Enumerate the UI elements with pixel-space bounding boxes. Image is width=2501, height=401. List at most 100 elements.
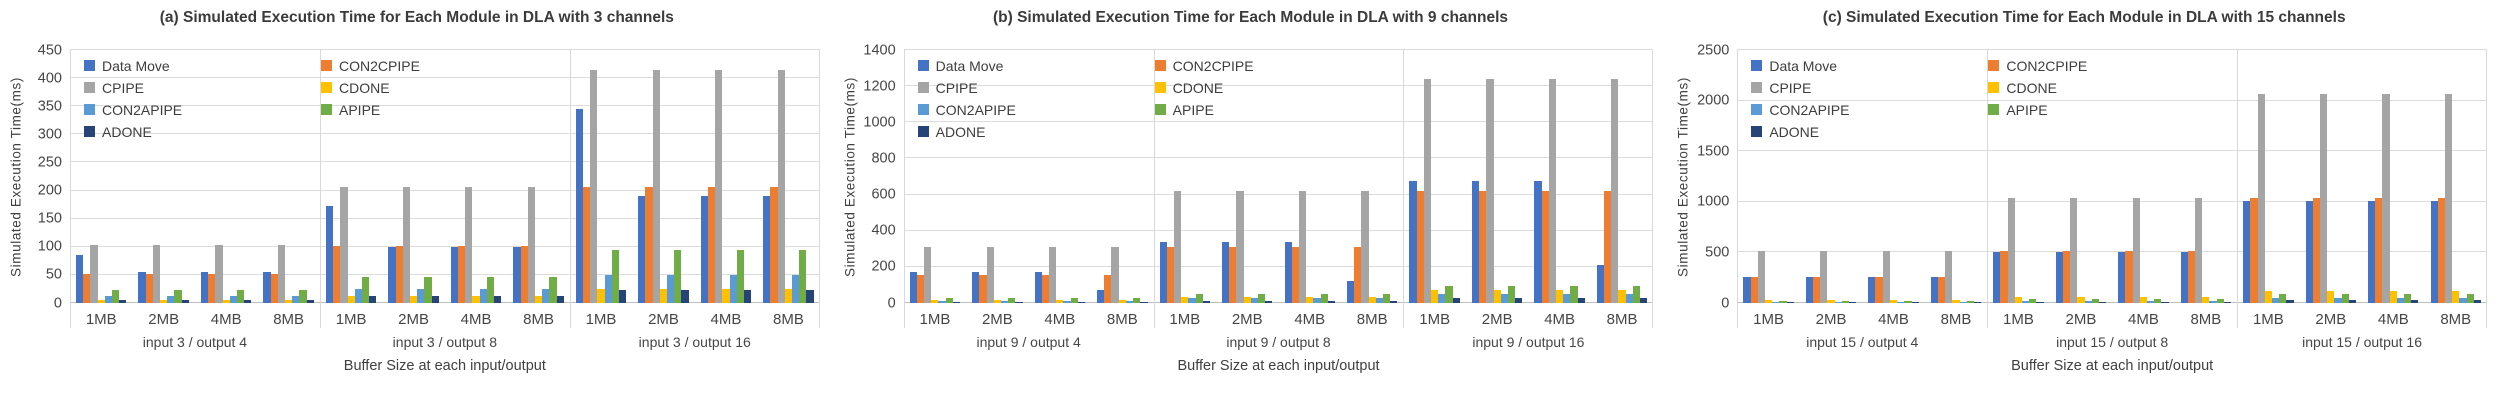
bar-cpipe bbox=[1049, 246, 1057, 303]
x-tick-label: 2MB bbox=[2065, 310, 2097, 328]
bar-adone bbox=[369, 296, 377, 303]
bar-con2apipe bbox=[479, 288, 487, 303]
bar-con2cpipe bbox=[707, 186, 716, 303]
bar-data-move bbox=[2368, 200, 2376, 303]
bar-data-move bbox=[388, 247, 396, 303]
x-group-label: input 9 / output 16 bbox=[1472, 333, 1585, 350]
legend-item: ADONE bbox=[1751, 123, 1988, 140]
bar-cpipe bbox=[402, 186, 410, 303]
bar-cdone bbox=[993, 299, 1001, 303]
bar-con2cpipe bbox=[395, 245, 403, 303]
gridline bbox=[903, 302, 1654, 303]
bar-apipe bbox=[1258, 294, 1266, 303]
bar-cdone bbox=[409, 296, 418, 303]
bar-con2cpipe bbox=[1041, 275, 1050, 303]
chart-title: (c) Simulated Execution Time for Each Mo… bbox=[1822, 9, 2346, 26]
bar-apipe bbox=[2279, 293, 2287, 303]
x-tick-label: 8MB bbox=[1606, 310, 1638, 328]
legend-swatch-con2cpipe bbox=[1988, 60, 2000, 71]
legend-item: CPIPE bbox=[84, 79, 321, 96]
bar-con2apipe bbox=[354, 288, 362, 303]
bar-apipe bbox=[736, 250, 744, 303]
x-tick-group: 1MB 2MB 4MB 8MB bbox=[904, 311, 1154, 328]
bar-cdone bbox=[1431, 290, 1439, 303]
bar-con2apipe bbox=[1125, 300, 1134, 303]
x-tick-label: 4MB bbox=[1294, 310, 1326, 328]
bar-cdone bbox=[472, 296, 480, 303]
bar-cluster bbox=[695, 50, 757, 303]
bar-adone bbox=[1973, 302, 1982, 303]
gridline bbox=[70, 105, 820, 107]
bar-con2apipe bbox=[1563, 293, 1571, 303]
bar-adone bbox=[2098, 301, 2107, 303]
y-tick-label: 200 bbox=[37, 182, 62, 199]
x-tick-group: 1MB 2MB 4MB 8MB bbox=[1154, 311, 1404, 328]
bar-cpipe bbox=[152, 245, 161, 303]
legend-swatch-cdone bbox=[1988, 82, 2000, 93]
bar-con2apipe bbox=[542, 288, 550, 303]
legend-label: CON2APIPE bbox=[102, 101, 183, 118]
bar-con2apipe bbox=[1000, 300, 1009, 303]
x-tick-group: 1MB 2MB 4MB 8MB bbox=[570, 311, 820, 328]
y-tick-label: 0 bbox=[53, 294, 62, 311]
bar-con2apipe bbox=[1250, 298, 1259, 303]
bar-cluster bbox=[1091, 50, 1153, 303]
y-tick-label: 450 bbox=[37, 41, 62, 58]
x-tick-label: 8MB bbox=[2440, 310, 2472, 328]
gridline bbox=[903, 49, 1654, 50]
super-group bbox=[570, 50, 820, 303]
bar-data-move bbox=[1993, 252, 2001, 303]
gridline bbox=[70, 189, 820, 191]
bar-con2cpipe bbox=[1354, 246, 1362, 303]
bar-cdone bbox=[1556, 290, 1564, 303]
bar-cluster bbox=[382, 50, 444, 303]
bar-cpipe bbox=[2195, 198, 2203, 303]
bar-cdone bbox=[2327, 290, 2335, 303]
bar-cluster bbox=[570, 50, 632, 303]
bar-con2apipe bbox=[1188, 298, 1196, 303]
legend-label: CON2CPIPE bbox=[1172, 57, 1254, 74]
x-tick-label: 2MB bbox=[1815, 310, 1847, 328]
y-axis-ticks: 0 500 1000 1500 2000 2500 bbox=[1693, 43, 1737, 310]
bar-apipe bbox=[1966, 300, 1974, 303]
plot-region: Data Move CON2CPIPE CPIPE CDONE CON2APIPE API… bbox=[1737, 49, 2488, 374]
x-tick-label: 2MB bbox=[148, 310, 180, 328]
y-tick-label: 400 bbox=[37, 69, 62, 86]
bar-con2apipe bbox=[2334, 297, 2342, 303]
bar-adone bbox=[1786, 302, 1794, 303]
bar-cpipe bbox=[2007, 198, 2015, 303]
bar-cdone bbox=[1056, 299, 1064, 303]
bar-cluster bbox=[195, 50, 257, 303]
bar-con2cpipe bbox=[1104, 275, 1112, 303]
y-axis-title: Simulated Execution Time(ms) bbox=[6, 50, 26, 303]
chart-body: Simulated Execution Time(ms) 0 200 400 600 80… bbox=[834, 43, 1668, 374]
gridline bbox=[70, 161, 820, 163]
x-tick-label: 4MB bbox=[210, 310, 242, 328]
legend-swatch-cpipe bbox=[917, 82, 929, 93]
gridline bbox=[903, 229, 1654, 231]
plot-area: Data Move CON2CPIPE CPIPE CDONE CON2APIPE API… bbox=[70, 49, 820, 303]
legend-item: APIPE bbox=[321, 101, 491, 118]
bar-cluster bbox=[507, 50, 569, 303]
gridline bbox=[70, 245, 820, 247]
bar-cluster bbox=[757, 50, 819, 303]
legend-label: CPIPE bbox=[102, 79, 145, 96]
bar-cdone bbox=[1618, 290, 1626, 303]
bar-adone bbox=[1265, 300, 1273, 303]
y-tick-label: 500 bbox=[1705, 244, 1730, 261]
bar-cluster bbox=[1154, 50, 1216, 303]
bar-con2cpipe bbox=[208, 274, 216, 303]
x-tick-group: 1MB 2MB 4MB 8MB bbox=[1987, 311, 2237, 328]
legend-item: CON2CPIPE bbox=[321, 57, 491, 74]
bar-con2apipe bbox=[2209, 300, 2217, 303]
bar-con2apipe bbox=[1500, 293, 1508, 303]
x-tick-label: 2MB bbox=[981, 310, 1013, 328]
bar-cluster bbox=[320, 50, 382, 303]
legend-item: CPIPE bbox=[917, 79, 1155, 96]
bar-con2apipe bbox=[292, 296, 300, 303]
bar-data-move bbox=[972, 272, 980, 303]
bar-data-move bbox=[1284, 242, 1292, 303]
bar-cdone bbox=[1493, 290, 1501, 303]
bar-cdone bbox=[784, 288, 792, 303]
legend-item: Data Move bbox=[84, 57, 321, 74]
